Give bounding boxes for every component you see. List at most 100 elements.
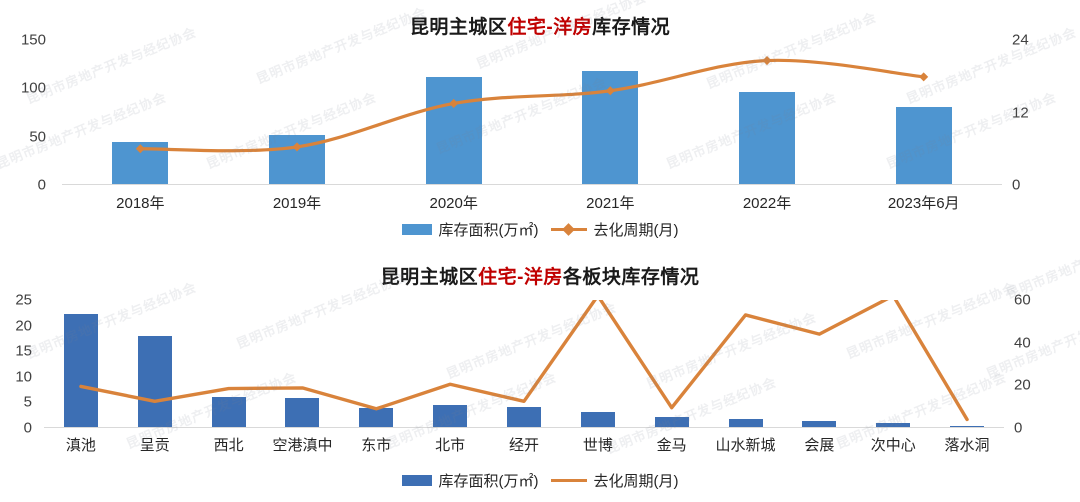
bar <box>211 396 246 428</box>
y-axis-right-1: 0 12 24 <box>1012 32 1062 194</box>
page-title-2: 昆明主城区住宅-洋房各板块库存情况 <box>0 262 1080 289</box>
bar <box>950 425 985 428</box>
axis-tick: 25 <box>15 291 32 309</box>
title-prefix-2: 昆明主城区 <box>380 267 479 288</box>
bar <box>654 416 689 428</box>
x-axis-line-1 <box>62 184 1002 185</box>
legend-item-line-2: 去化周期(月) <box>550 470 679 491</box>
bar <box>802 420 837 428</box>
title-suffix-2: 各板块库存情况 <box>562 267 700 288</box>
axis-tick: 15 <box>15 342 32 360</box>
bar <box>425 76 482 185</box>
title-accent-1: 住宅-洋房 <box>507 17 593 38</box>
line-marker <box>762 56 772 66</box>
legend-line-swatch-icon <box>550 475 587 486</box>
title-prefix-1: 昆明主城区 <box>409 17 508 38</box>
x-axis-label: 呈贡 <box>139 437 170 454</box>
x-axis-label: 2021年 <box>586 195 635 212</box>
legend-label-bar-1: 库存面积(万㎡) <box>438 222 539 239</box>
bar <box>506 407 541 428</box>
bar <box>433 404 468 428</box>
x-axis-label: 西北 <box>213 437 244 454</box>
bar <box>876 423 911 428</box>
bar-column <box>339 300 413 428</box>
legend-item-line-1: 去化周期(月) <box>550 219 679 240</box>
legend-line-swatch-icon <box>550 223 587 236</box>
bar <box>63 314 98 428</box>
plot-area-2 <box>44 300 1004 428</box>
x-axis-label: 落水洞 <box>944 437 990 454</box>
axis-tick: 40 <box>1014 334 1031 352</box>
legend-label-line-2: 去化周期(月) <box>593 473 679 490</box>
bar-series-2 <box>44 300 1004 428</box>
axis-tick: 0 <box>1014 419 1023 437</box>
axis-tick: 0 <box>1012 176 1021 194</box>
y-axis-left-1: 0 50 100 150 <box>0 32 46 194</box>
y-axis-left-2: 0 5 10 15 20 25 <box>0 292 32 437</box>
x-axis-label: 2023年6月 <box>887 195 960 212</box>
legend-1: 库存面积(万㎡) 去化周期(月) <box>0 219 1080 240</box>
x-axis-label: 经开 <box>508 437 539 454</box>
y-axis-right-2: 0 20 40 60 <box>1014 292 1064 437</box>
bar-column <box>118 300 192 428</box>
legend-item-bar-2: 库存面积(万㎡) <box>401 470 539 491</box>
bar-column <box>413 300 487 428</box>
x-axis-label: 2020年 <box>429 195 478 212</box>
axis-tick: 0 <box>23 419 32 437</box>
x-axis-label: 山水新城 <box>715 437 776 454</box>
legend-label-line-1: 去化周期(月) <box>593 222 679 239</box>
x-axis-label: 金马 <box>656 437 687 454</box>
page-title-1: 昆明主城区住宅-洋房库存情况 <box>0 12 1080 39</box>
bar-column <box>487 300 561 428</box>
line-marker <box>292 142 302 152</box>
axis-tick: 12 <box>1012 104 1029 121</box>
line-path <box>135 56 929 154</box>
x-axis-label: 世博 <box>582 437 613 454</box>
axis-tick: 20 <box>1014 376 1031 394</box>
bar-column <box>266 300 340 428</box>
axis-tick: 24 <box>1012 31 1029 49</box>
x-axis-label: 滇池 <box>65 437 96 454</box>
bar <box>895 106 952 185</box>
x-axis-label: 次中心 <box>870 437 916 454</box>
x-axis-label: 2018年 <box>116 195 165 212</box>
line-marker <box>605 86 615 96</box>
bar <box>359 407 394 428</box>
line-marker <box>919 72 929 82</box>
line-marker <box>135 144 145 154</box>
x-axis-label: 东市 <box>361 437 392 454</box>
legend-item-bar-1: 库存面积(万㎡) <box>401 219 539 240</box>
bar-column <box>930 300 1004 428</box>
bar-column <box>856 300 930 428</box>
axis-tick: 50 <box>29 128 46 146</box>
legend-bar-swatch-icon <box>401 475 432 486</box>
line-marker <box>449 98 459 108</box>
bar-column <box>635 300 709 428</box>
axis-tick: 60 <box>1014 291 1031 309</box>
legend-2: 库存面积(万㎡) 去化周期(月) <box>0 470 1080 491</box>
x-axis-label: 2019年 <box>272 195 322 212</box>
bar <box>739 92 796 185</box>
title-suffix-1: 库存情况 <box>592 17 671 38</box>
x-axis-line-2 <box>44 427 1004 428</box>
bar-column <box>561 300 635 428</box>
axis-tick: 0 <box>37 176 46 194</box>
line-series-2 <box>44 300 1004 428</box>
plot-area-1 <box>62 40 1002 185</box>
bar <box>728 419 763 428</box>
bar <box>580 412 615 428</box>
bar-column <box>845 40 1002 185</box>
bar <box>285 397 320 428</box>
title-accent-2: 住宅-洋房 <box>478 267 563 288</box>
bar-column <box>689 40 846 185</box>
chart-panel-inventory-overview: 昆明主城区住宅-洋房库存情况 0 50 100 150 0 12 24 2018年 2019… <box>0 0 1080 250</box>
bar <box>137 335 172 428</box>
bar-column <box>782 300 856 428</box>
x-axis-labels-2: 滇池 呈贡 西北 空港滇中 东市 北市 经开 世博 金马 山水新城 会展 次中心 落水洞 <box>44 434 1004 455</box>
axis-tick: 150 <box>20 31 46 49</box>
x-axis-label: 北市 <box>435 437 466 454</box>
axis-tick: 10 <box>15 368 32 386</box>
bar-column <box>44 300 118 428</box>
axis-tick: 20 <box>15 317 32 335</box>
legend-bar-swatch-icon <box>401 224 432 235</box>
